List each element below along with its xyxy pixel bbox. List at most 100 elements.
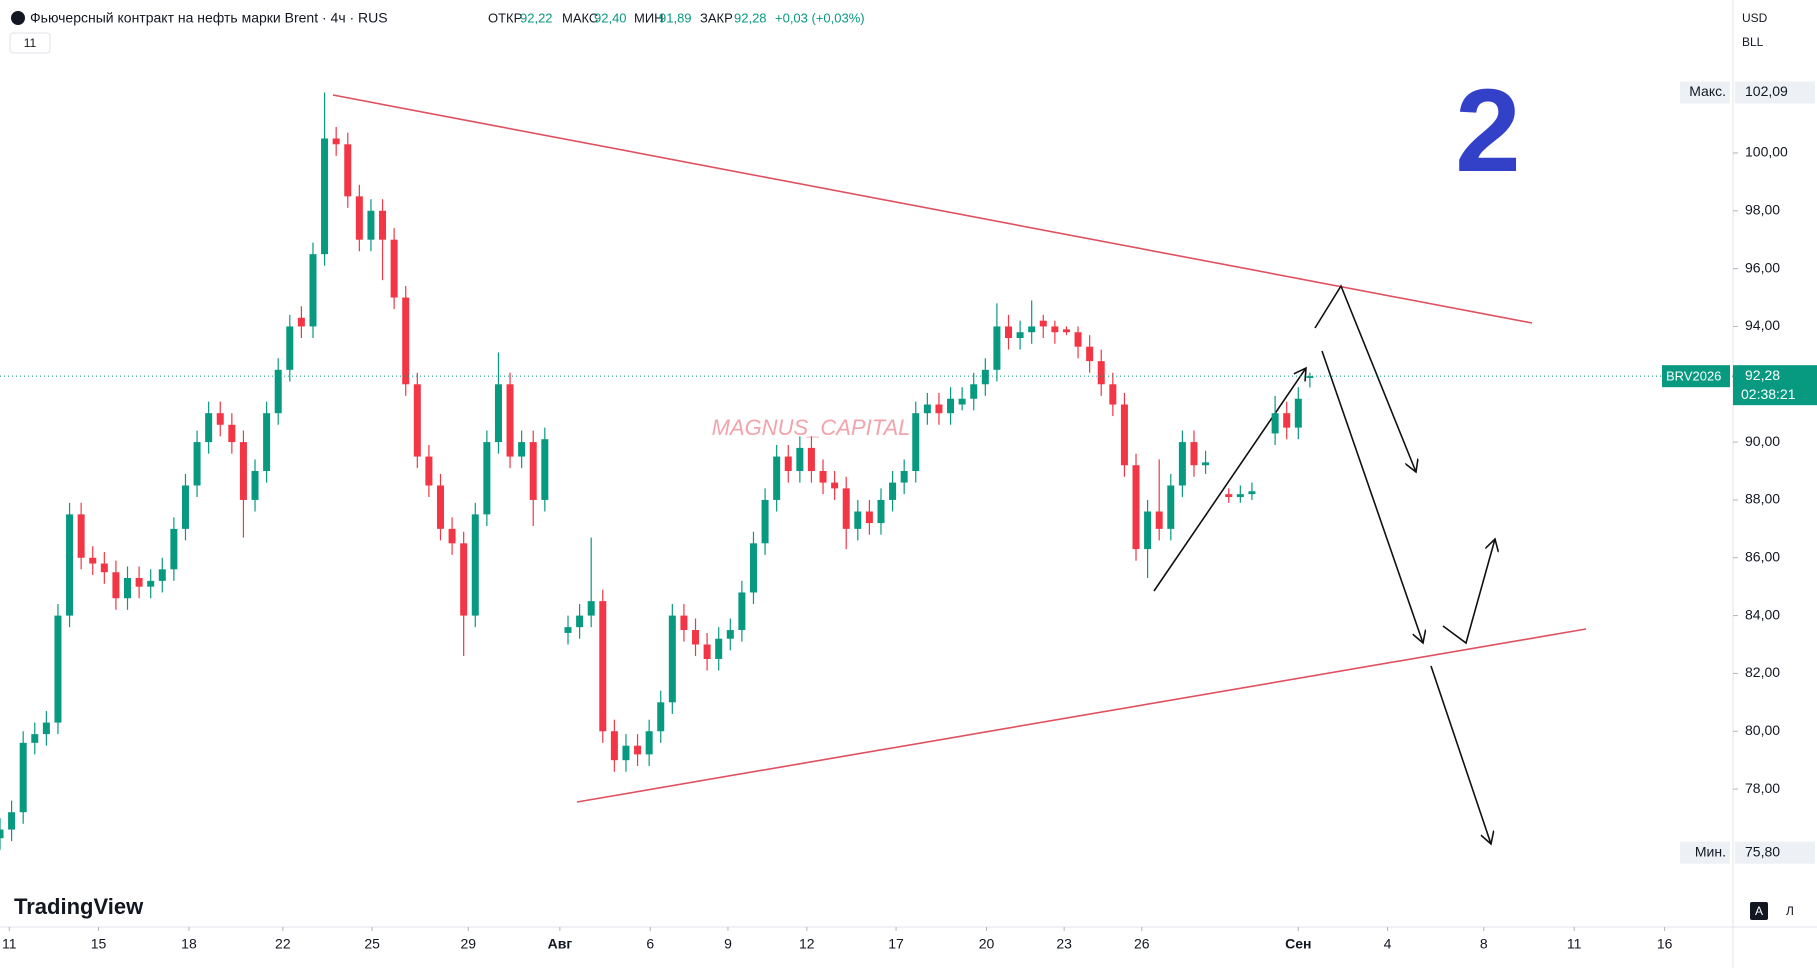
x-tick-label: 12 [799, 936, 815, 952]
candle-body [297, 317, 305, 327]
y-tick-label: 98,00 [1745, 201, 1780, 217]
x-tick-label: 17 [888, 936, 904, 952]
candle-body [436, 485, 444, 529]
candle-body [54, 615, 62, 723]
ohlc-value: 91,89 [659, 10, 692, 25]
candle-body [1051, 326, 1059, 333]
x-tick-label: 11 [1567, 936, 1582, 952]
symbol-title: Фьючерсный контракт на нефть марки Brent… [30, 10, 388, 26]
y-tick-label: 90,00 [1745, 433, 1780, 449]
x-tick-label: Авг [548, 936, 573, 952]
x-tick-label: 20 [979, 936, 995, 952]
annotation-number: 2 [1455, 65, 1521, 197]
candle-body [1271, 413, 1279, 434]
candle-body [784, 456, 792, 472]
auto-label[interactable]: A [1755, 904, 1763, 918]
x-tick-label: 6 [646, 936, 654, 952]
candle-body [923, 404, 931, 414]
arrow [1430, 665, 1491, 844]
trend-line [576, 628, 1587, 803]
arrow [1314, 284, 1416, 472]
ohlc-value: 92,28 [734, 10, 767, 25]
candle-body [1016, 332, 1024, 339]
candle-body [947, 398, 955, 414]
extreme-label: Мин. [1695, 843, 1726, 859]
candle-body [634, 745, 642, 755]
arrow [1153, 368, 1306, 592]
candle-body [576, 615, 584, 628]
candle-body [900, 471, 908, 483]
candle-body [1178, 442, 1186, 486]
candle-body [309, 254, 317, 327]
arrow [1442, 539, 1495, 645]
indicators-toggle[interactable] [9, 32, 51, 54]
extreme-badge [1680, 841, 1730, 864]
extreme-price: 102,09 [1745, 83, 1788, 99]
candle-body [239, 442, 247, 500]
y-tick-label: 86,00 [1745, 548, 1780, 564]
candle-body [819, 471, 827, 483]
y-tick-label: 82,00 [1745, 664, 1780, 680]
candle-body [564, 627, 572, 633]
candle-body [471, 514, 479, 616]
candle-body [970, 384, 978, 399]
unit-select[interactable]: BLL [1742, 35, 1764, 49]
x-tick-label: 22 [275, 936, 291, 952]
candle-body [1236, 494, 1244, 498]
candle-body [842, 488, 850, 529]
candle-body [367, 210, 375, 240]
x-tick-label: 23 [1056, 936, 1072, 952]
candle-body [286, 326, 294, 370]
extreme-price-badge [1735, 81, 1815, 104]
candle-body [749, 543, 757, 593]
ohlc-value: 92,40 [594, 10, 627, 25]
x-tick-label: 4 [1384, 936, 1392, 952]
candle-body [993, 326, 1001, 370]
y-tick-label: 80,00 [1745, 722, 1780, 738]
candle-body [1248, 491, 1256, 495]
candle-body [193, 442, 201, 486]
candle-body [1005, 326, 1013, 339]
x-tick-label: Сен [1285, 936, 1311, 952]
candle-body [657, 702, 665, 732]
symbol-badge [1662, 365, 1730, 388]
candle-body [692, 630, 700, 645]
indicator-count[interactable]: 11 [24, 36, 37, 50]
y-tick-label: 100,00 [1745, 144, 1788, 160]
x-tick-label: 11 [2, 936, 17, 952]
candle-body [587, 601, 595, 616]
candle-body [726, 630, 734, 639]
candle-body [135, 578, 143, 587]
candle-body [66, 514, 74, 616]
candle-body [518, 442, 526, 457]
candle-body [42, 722, 50, 735]
currency-select[interactable]: USD [1742, 11, 1768, 25]
candle-body [912, 413, 920, 472]
candle-body [703, 644, 711, 659]
symbol-label: BRV2026 [1666, 369, 1721, 384]
candle-body [1225, 494, 1233, 498]
candle-body [889, 482, 897, 500]
x-tick-label: 8 [1480, 936, 1488, 952]
log-button[interactable]: Л [1786, 904, 1794, 918]
candle-body [147, 580, 155, 587]
candle-body [8, 812, 16, 830]
candle-body [251, 471, 259, 500]
ohlc-label: ЗАКР [700, 10, 733, 25]
candle-body [483, 442, 491, 515]
auto-button[interactable] [1750, 902, 1768, 920]
candle-body [831, 482, 839, 489]
ohlc-label: МАКС [562, 10, 598, 25]
brand-logo: TradingView [14, 894, 144, 919]
candle-body [124, 578, 132, 599]
candle-body [448, 528, 456, 544]
candle-body [228, 424, 236, 443]
arrow [1321, 350, 1423, 643]
header: Фьючерсный контракт на нефть марки Brent… [9, 10, 865, 54]
candles [0, 92, 1314, 850]
y-tick-label: 94,00 [1745, 317, 1780, 333]
candle-body [680, 615, 688, 631]
candle-body [344, 144, 352, 197]
candle-body [958, 398, 966, 405]
